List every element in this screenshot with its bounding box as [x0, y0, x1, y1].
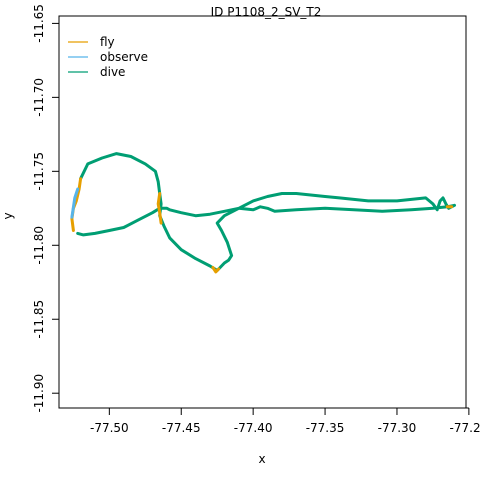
x-tick-label: -77.35	[306, 421, 345, 435]
series-line-dive-0	[76, 152, 456, 272]
x-axis: -77.50 -77.45 -77.40 -77.35 -77.30 -77.25	[90, 407, 480, 435]
plot-lines	[70, 152, 456, 274]
x-tick-label: -77.40	[234, 421, 273, 435]
y-tick-label: -11.90	[32, 374, 46, 413]
x-tick-label: -77.30	[378, 421, 417, 435]
y-tick-label: -11.85	[32, 300, 46, 339]
y-axis: -11.65 -11.70 -11.75 -11.80 -11.85 -11.90	[32, 4, 60, 413]
y-tick-label: -11.80	[32, 226, 46, 265]
x-tick-label: -77.50	[90, 421, 129, 435]
y-tick-label: -11.65	[32, 4, 46, 43]
y-axis-title: y	[1, 212, 15, 219]
y-tick-label: -11.70	[32, 78, 46, 117]
x-axis-title: x	[258, 452, 265, 466]
chart-title: ID P1108_2_SV_T2	[211, 5, 322, 19]
series-line-fly-2	[156, 192, 163, 225]
y-tick-label: -11.75	[32, 152, 46, 191]
series-line-observe-5	[70, 187, 80, 219]
x-tick-label: -77.25	[450, 421, 480, 435]
series-line-fly-3	[211, 266, 221, 274]
legend-label-fly: fly	[100, 35, 115, 49]
legend-label-observe: observe	[100, 50, 148, 64]
legend-label-dive: dive	[100, 65, 125, 79]
x-tick-label: -77.45	[162, 421, 201, 435]
